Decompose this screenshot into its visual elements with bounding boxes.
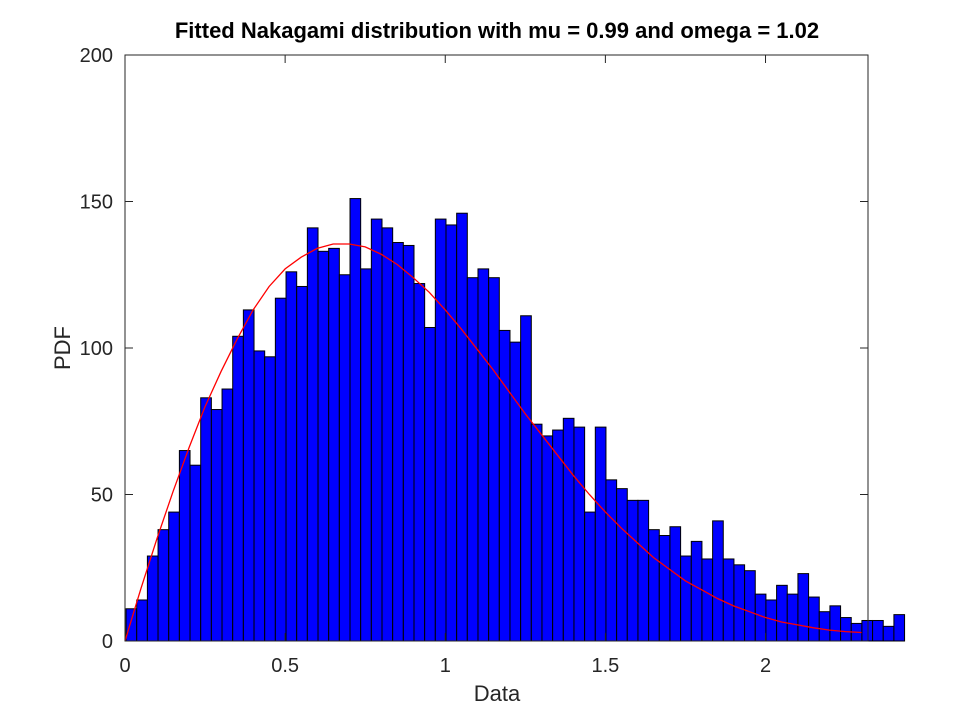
- histogram-bar: [178, 450, 191, 642]
- histogram-bar: [328, 247, 340, 642]
- histogram-bar: [562, 417, 575, 642]
- histogram-bar: [157, 529, 170, 642]
- histogram-bar: [200, 397, 212, 642]
- histogram-bar: [786, 593, 799, 642]
- histogram-bar: [477, 268, 490, 642]
- histogram-bar: [253, 350, 266, 642]
- axes: 0 0.5 1 1.5 2 0 50 100 150 200: [80, 45, 869, 677]
- histogram-bar: [797, 573, 810, 642]
- histogram-bar: [616, 488, 628, 642]
- histogram-bar: [221, 388, 234, 642]
- histogram-bar: [317, 250, 330, 642]
- y-tick-label: 50: [91, 485, 113, 507]
- histogram-bar: [296, 285, 308, 642]
- histogram-bar: [402, 244, 415, 642]
- histogram-bar: [189, 464, 202, 642]
- histogram-bar: [648, 529, 660, 642]
- histogram-bar: [584, 511, 596, 642]
- histogram-bar: [530, 423, 543, 642]
- histogram-bar: [637, 499, 650, 642]
- histogram-bar: [722, 558, 735, 642]
- histogram-bar: [829, 605, 842, 642]
- y-tick-label: 100: [80, 338, 113, 360]
- x-tick-label: 1.5: [591, 655, 619, 677]
- histogram-bar: [733, 564, 746, 642]
- histogram-bar: [840, 617, 852, 642]
- histogram-bar: [232, 335, 244, 642]
- histogram-bar: [168, 511, 180, 642]
- histogram-bar: [605, 479, 618, 642]
- y-tick-label: 150: [80, 192, 113, 214]
- histogram-bar: [626, 499, 639, 642]
- x-tick-label: 0.5: [271, 655, 299, 677]
- histogram-bar: [349, 198, 362, 642]
- fit-curve-line: [124, 243, 862, 642]
- histogram-bar: [498, 329, 511, 642]
- histogram-bar: [381, 227, 394, 642]
- histogram-bar: [210, 409, 223, 642]
- histogram-bar: [413, 283, 426, 642]
- histogram-bar: [573, 426, 586, 642]
- histogram-bar: [434, 218, 447, 642]
- histogram-bar: [882, 625, 895, 642]
- histogram-bar: [872, 619, 884, 642]
- histogram-bar: [360, 268, 372, 642]
- histogram-bar: [424, 326, 436, 642]
- histogram-bar: [242, 309, 255, 642]
- histogram-bar: [370, 218, 383, 642]
- histogram-bar: [392, 242, 404, 642]
- y-tick-label: 0: [102, 631, 113, 653]
- histogram-bar: [712, 520, 724, 642]
- histogram-bar: [338, 274, 351, 642]
- histogram-bar: [456, 212, 468, 642]
- x-axis-label: Data: [474, 681, 521, 706]
- histogram-bar: [136, 599, 148, 642]
- histogram-bar: [861, 619, 874, 642]
- histogram-bar: [509, 341, 522, 642]
- histogram-bar: [808, 596, 820, 642]
- histogram-bar: [669, 526, 682, 642]
- histogram-bar: [594, 426, 607, 642]
- histogram-bar: [658, 535, 671, 642]
- histogram-bar: [701, 558, 714, 642]
- histogram-bar: [146, 555, 159, 642]
- histogram-bar: [274, 297, 287, 642]
- chart-title: Fitted Nakagami distribution with mu = 0…: [175, 18, 819, 43]
- histogram-bar: [744, 570, 756, 642]
- histogram-bar: [306, 227, 319, 642]
- histogram-bar: [818, 611, 831, 642]
- histogram-bar: [520, 315, 532, 642]
- histogram-bar: [690, 540, 703, 642]
- histogram-bar: [893, 614, 906, 642]
- histogram-bar: [680, 555, 692, 642]
- histogram-bar: [466, 277, 479, 642]
- histogram-bar: [285, 271, 298, 642]
- histogram-bar: [541, 435, 554, 642]
- histogram-bar: [488, 277, 500, 642]
- y-axis-label: PDF: [50, 326, 75, 370]
- fit-curve-layer: [124, 243, 862, 642]
- x-tick-label: 0: [119, 655, 130, 677]
- histogram-bar: [125, 608, 138, 642]
- histogram-bar: [776, 584, 788, 642]
- x-tick-label: 2: [760, 655, 771, 677]
- x-tick-label: 1: [440, 655, 451, 677]
- histogram-bar: [445, 224, 458, 642]
- y-tick-label: 200: [80, 45, 113, 67]
- histogram-bar: [552, 429, 564, 642]
- histogram-bar: [264, 356, 276, 642]
